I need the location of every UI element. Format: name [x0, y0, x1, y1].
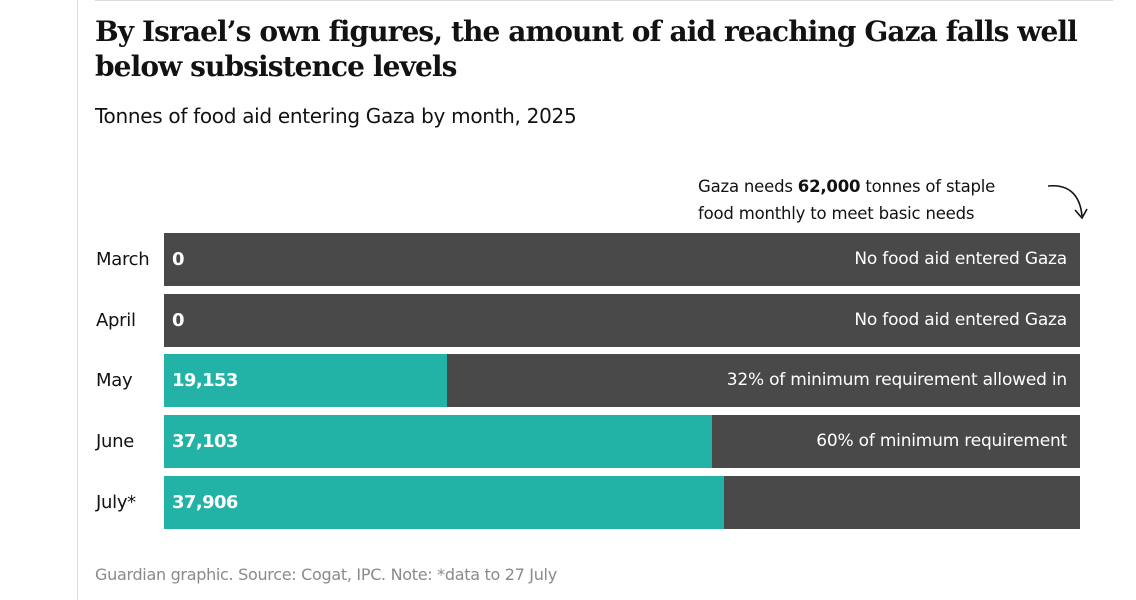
bar-value-label: 37,906: [172, 492, 238, 513]
bar-value-label: 0: [172, 249, 185, 270]
annotation-prefix: Gaza needs: [698, 177, 798, 196]
source-note: Guardian graphic. Source: Cogat, IPC. No…: [95, 565, 557, 584]
bar-value-label: 37,103: [172, 431, 238, 452]
bar-note: 32% of minimum requirement allowed in: [726, 370, 1067, 390]
bar-note: No food aid entered Gaza: [854, 249, 1067, 269]
bar-value-label: 0: [172, 310, 185, 331]
annotation-target-value: 62,000: [797, 177, 861, 196]
bar-fill: [164, 354, 447, 407]
bar-fill: [164, 476, 724, 529]
bar-track: 19,153 32% of minimum requirement allowed…: [164, 354, 1080, 407]
bar-value-label: 19,153: [172, 370, 238, 391]
month-label: March: [96, 249, 150, 270]
month-label: June: [96, 431, 134, 452]
chart-title: By Israel’s own figures, the amount of a…: [95, 15, 1078, 83]
top-border: [95, 0, 1113, 1]
bar-track: 37,906: [164, 476, 1080, 529]
left-border: [77, 0, 78, 600]
bar-row: April 0 No food aid entered Gaza: [0, 294, 1136, 347]
bar-row: March 0 No food aid entered Gaza: [0, 233, 1136, 286]
bar-fill: [164, 415, 712, 468]
month-label: July*: [96, 492, 136, 513]
bar-note: 60% of minimum requirement: [816, 431, 1067, 451]
target-annotation: Gaza needs 62,000 tonnes of staple food …: [698, 173, 995, 227]
bar-note: No food aid entered Gaza: [854, 310, 1067, 330]
bar-track: 0 No food aid entered Gaza: [164, 294, 1080, 347]
annotation-line2: food monthly to meet basic needs: [698, 204, 975, 223]
bar-track: 0 No food aid entered Gaza: [164, 233, 1080, 286]
bar-row: July* 37,906: [0, 476, 1136, 529]
bar-row: May 19,153 32% of minimum requirement allo…: [0, 354, 1136, 407]
chart-subtitle: Tonnes of food aid entering Gaza by mont…: [95, 104, 577, 128]
annotation-suffix: tonnes of staple: [860, 177, 996, 196]
bar-track: 37,103 60% of minimum requirement: [164, 415, 1080, 468]
month-label: May: [96, 370, 133, 391]
curved-arrow-icon: [1047, 185, 1088, 220]
bar-row: June 37,103 60% of minimum requirement: [0, 415, 1136, 468]
month-label: April: [96, 310, 136, 331]
